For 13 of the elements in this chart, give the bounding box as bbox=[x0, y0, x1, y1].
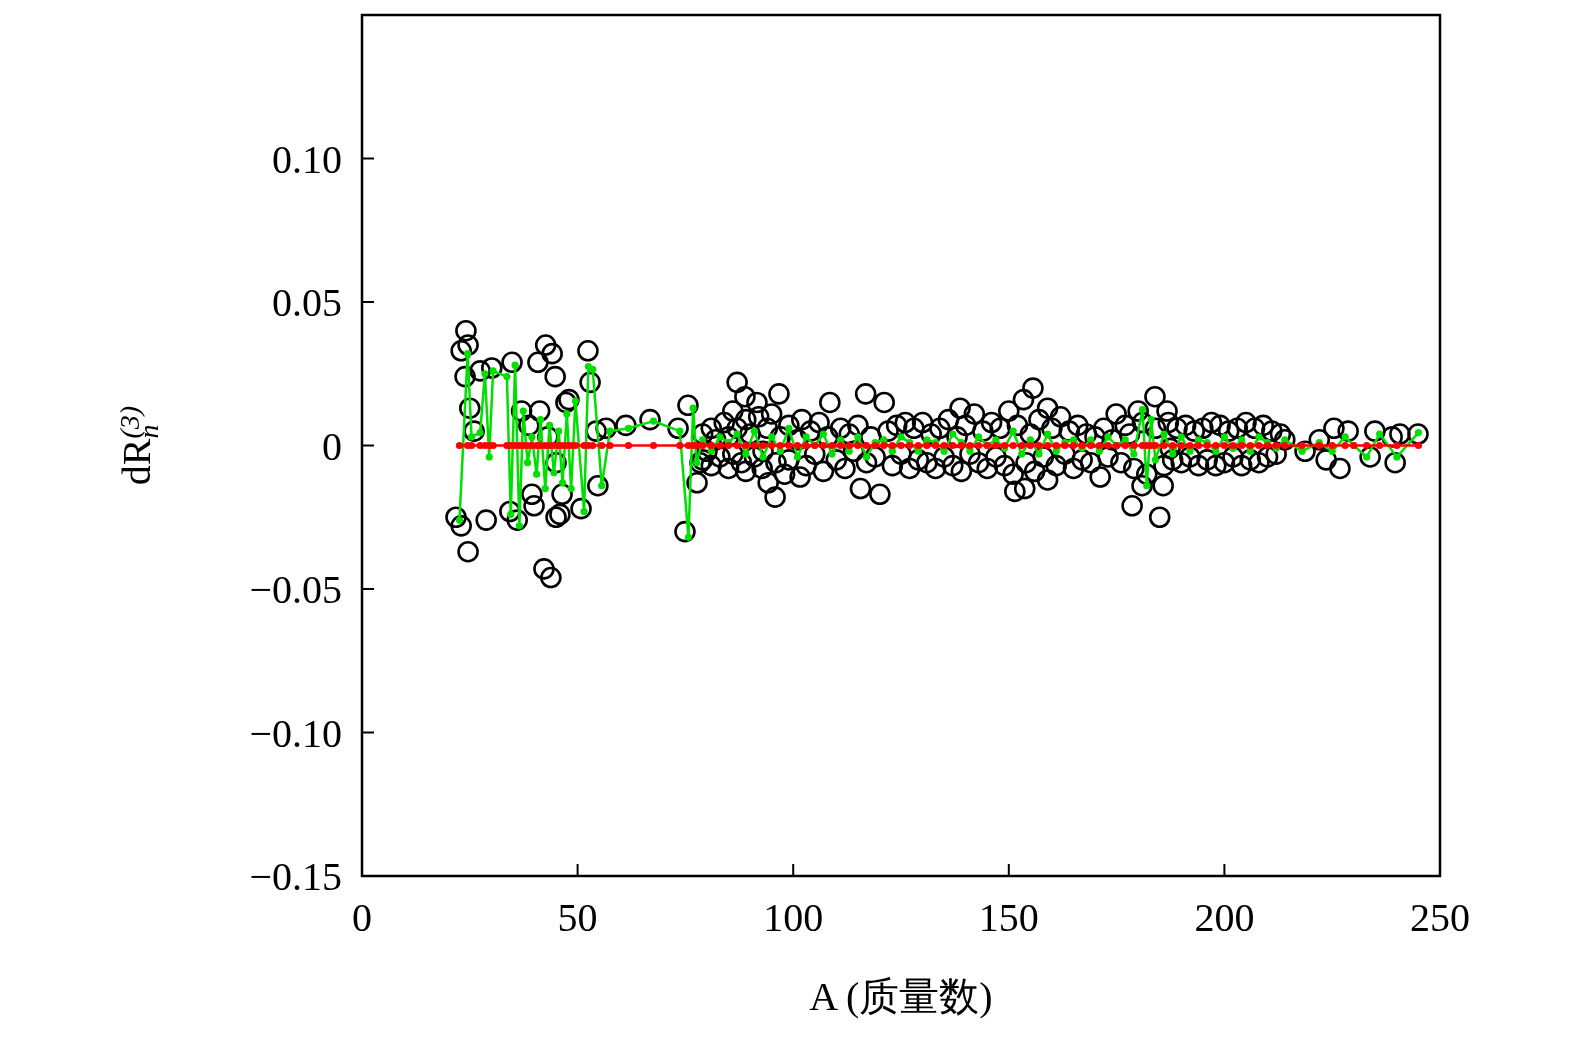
x-tick-label: 0 bbox=[352, 895, 372, 940]
x-tick-label: 200 bbox=[1194, 895, 1255, 940]
y-tick-label: −0.10 bbox=[249, 710, 342, 756]
y-tick-label: 0.10 bbox=[272, 136, 342, 182]
y-tick-label: 0 bbox=[322, 423, 342, 469]
y-tick-label: −0.15 bbox=[249, 854, 342, 899]
y-tick-label: −0.05 bbox=[249, 567, 342, 612]
x-tick-label: 150 bbox=[978, 895, 1039, 940]
x-tick-label: 100 bbox=[763, 895, 824, 940]
y-tick-label: 0.05 bbox=[272, 280, 342, 325]
x-tick-label: 50 bbox=[557, 895, 598, 940]
x-axis-title: A (质量数) bbox=[809, 974, 993, 1019]
x-tick-label: 250 bbox=[1410, 895, 1470, 940]
